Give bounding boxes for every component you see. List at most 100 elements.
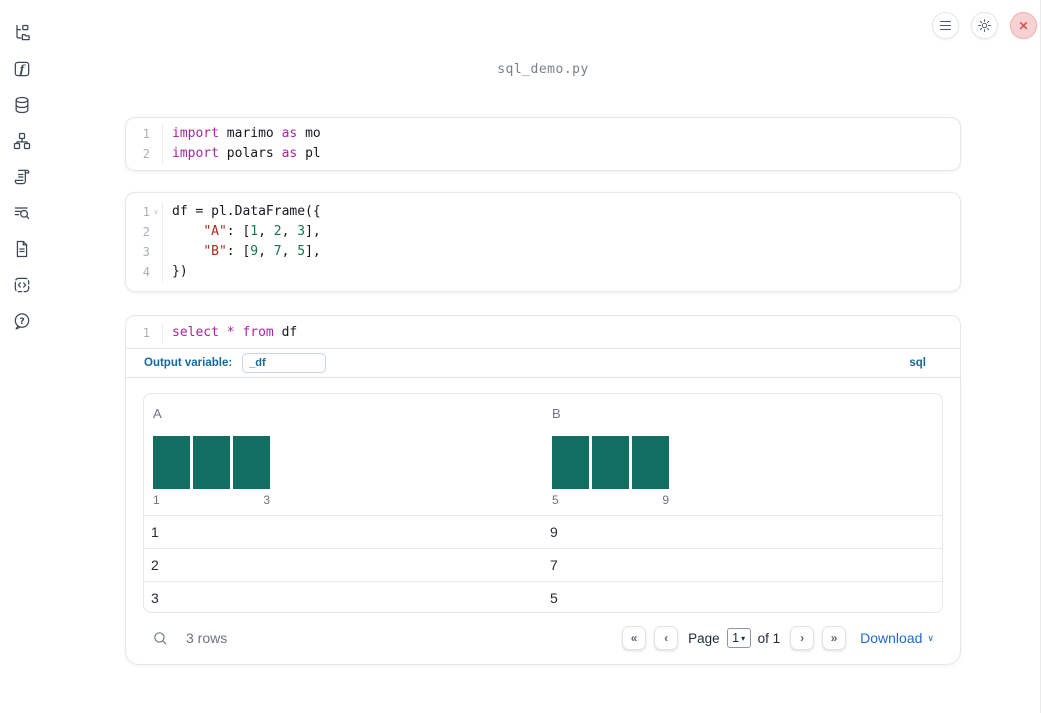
code-line[interactable]: 3 "B": [9, 7, 5], [126,242,960,262]
output-variable-label: Output variable: [144,357,233,369]
sql-cell: 1 select * from df Output variable: _df s… [125,315,961,378]
code-line[interactable]: 1 select * from df [126,323,960,343]
line-number: 2 [142,225,150,239]
help-icon: ? [14,313,30,330]
column-histogram [552,436,942,489]
code-cell-imports: 1 import marimo as mo 2 import polars as pl [125,117,961,171]
notebook-title: sql_demo.py [497,62,589,77]
line-number: 2 [142,147,150,161]
settings-button[interactable] [971,12,998,39]
menu-button[interactable] [932,12,959,39]
histogram-bar [153,436,190,489]
code-line[interactable]: 2 import polars as pl [126,144,960,164]
code-text[interactable]: }) [162,262,960,282]
code-text[interactable]: df = pl.DataFrame({ [162,202,960,222]
sidebar-item-dependency-graph[interactable] [8,127,36,155]
line-number: 3 [142,245,150,259]
page-of-label: of 1 [757,630,781,646]
close-button[interactable]: ✕ [1010,12,1037,39]
line-number: 1 [142,205,150,219]
histogram-bar [233,436,270,489]
search-icon [154,631,167,644]
sidebar-item-file-explorer[interactable] [8,19,36,47]
sidebar-item-logs[interactable] [8,163,36,191]
chevron-left-icon: ‹ [664,631,669,645]
column-name[interactable]: B [552,406,561,421]
chevron-right-icon: › [800,631,805,645]
code-editor: 1 ∨ df = pl.DataFrame({2 "A": [1, 2, 3], 3 … [126,202,960,282]
first-page-button[interactable]: « [622,626,647,650]
code-text[interactable]: import polars as pl [162,144,960,164]
code-line[interactable]: 1 ∨ df = pl.DataFrame({ [126,202,960,222]
sidebar-item-help[interactable]: ? [8,307,36,335]
file-tree-icon [16,24,30,41]
gear-icon [978,19,991,32]
chevron-down-icon: ▾ [741,633,746,643]
code-text[interactable]: import marimo as mo [162,124,960,144]
page-label: Page [688,630,720,646]
histogram-bar [552,436,589,489]
axis-min-label: 5 [552,493,559,507]
histogram-bar [632,436,669,489]
row-count: 3 rows [186,630,228,646]
chevron-down-icon: ∨ [927,632,934,643]
code-line[interactable]: 4}) [126,262,960,282]
svg-text:?: ? [19,316,24,327]
sidebar-item-snippets[interactable] [8,271,36,299]
previous-page-button[interactable]: ‹ [654,626,679,650]
code-line[interactable]: 1 import marimo as mo [126,124,960,144]
table-cell: 9 [550,524,558,540]
table-footer: 3 rows « ‹ Page 1 ▾ of 1 › » Download ∨ [126,613,960,663]
last-page-button[interactable]: » [822,626,847,650]
scrollbar-track [1040,0,1041,713]
code-editor: 1 import marimo as mo 2 import polars as pl [126,124,960,164]
line-number: 4 [142,265,150,279]
code-snippet-icon [14,277,30,293]
histogram-bar [592,436,629,489]
table-cell: 2 [151,557,159,573]
table-cell: 1 [151,524,159,540]
function-icon: f [14,61,30,77]
page-select-value: 1 [732,631,740,645]
close-icon: ✕ [1018,18,1029,33]
svg-text:f: f [19,63,27,76]
table-cell: 7 [550,557,558,573]
sql-language-button[interactable]: sql [909,357,926,369]
code-text[interactable]: "B": [9, 7, 5], [162,242,960,262]
download-label: Download [860,630,923,646]
scroll-icon [14,169,30,185]
code-line[interactable]: 2 "A": [1, 2, 3], [126,222,960,242]
column-name[interactable]: A [153,406,162,421]
chevrons-left-icon: « [630,631,638,645]
axis-min-label: 1 [153,493,160,507]
code-text[interactable]: select * from df [162,323,960,343]
sidebar-item-outline-search[interactable] [8,199,36,227]
sidebar-item-variables[interactable]: f [8,55,36,83]
next-page-button[interactable]: › [790,626,815,650]
download-button[interactable]: Download ∨ [860,630,934,646]
sidebar-item-datasources[interactable] [8,91,36,119]
sidebar: f [0,0,44,713]
sql-editor: 1 select * from df [126,323,960,343]
page-select[interactable]: 1 ▾ [726,628,751,648]
sidebar-item-documentation[interactable] [8,235,36,263]
fold-chevron-icon[interactable]: ∨ [153,208,159,216]
database-icon [15,96,29,114]
table-cell: 5 [550,590,558,606]
axis-max-label: 9 [662,493,669,507]
code-text[interactable]: "A": [1, 2, 3], [162,222,960,242]
output-variable-input[interactable]: _df [242,353,327,373]
search-button[interactable] [152,630,169,647]
code-cell-dataframe: 1 ∨ df = pl.DataFrame({2 "A": [1, 2, 3], 3 … [125,192,961,292]
dependency-graph-icon [13,132,31,150]
